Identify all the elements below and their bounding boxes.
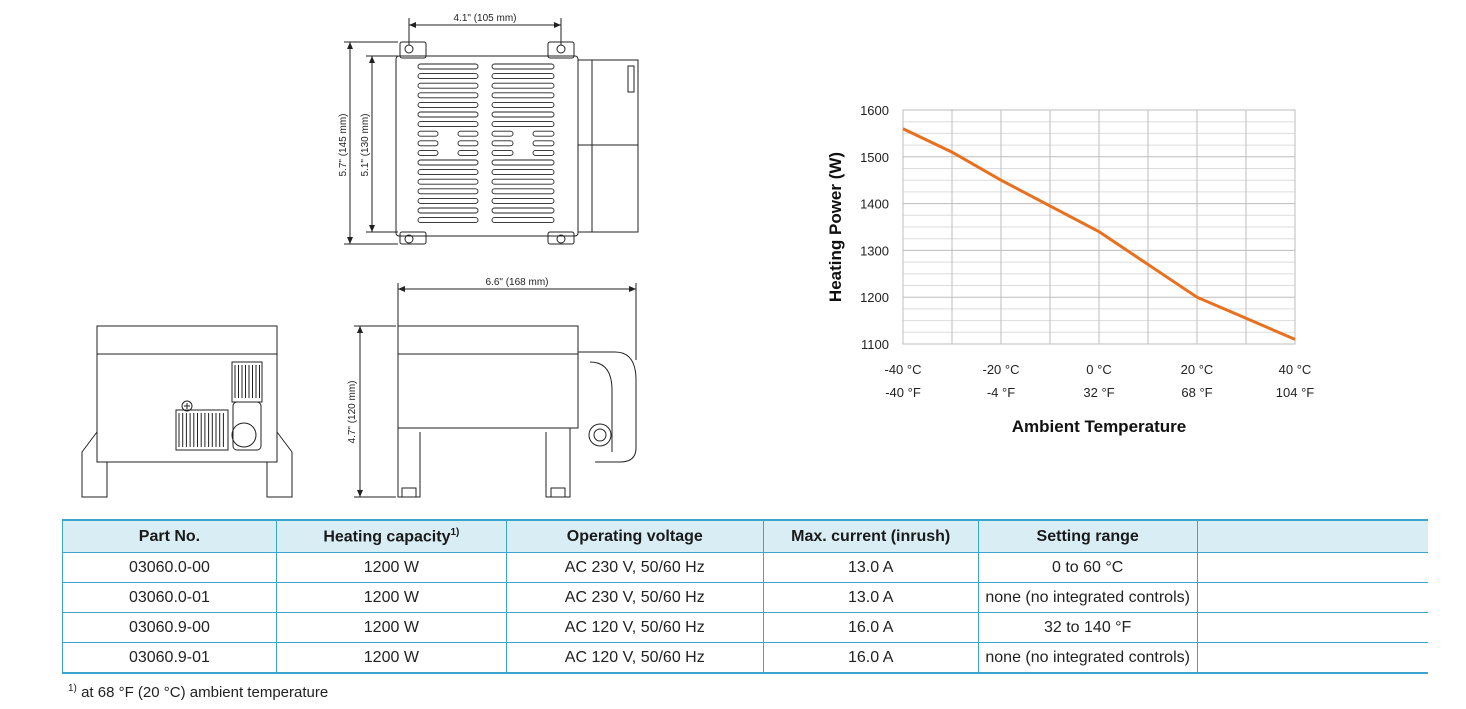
- cell-heating-capacity: 1200 W: [275, 612, 507, 643]
- cell-heating-capacity: 1200 W: [275, 582, 507, 613]
- x-tick-label-fahrenheit: 104 °F: [1276, 385, 1315, 400]
- x-tick-label-fahrenheit: -40 °F: [885, 385, 921, 400]
- table-row: 03060.0-00 1200 W AC 230 V, 50/60 Hz 13.…: [62, 552, 1428, 583]
- y-tick-label: 1300: [860, 243, 889, 258]
- cell-max-current: 13.0 A: [762, 582, 979, 613]
- dim-height-outer-label: 5.7" (145 mm): [338, 113, 349, 176]
- cell-empty: [1196, 582, 1428, 613]
- dim-width-label: 4.1" (105 mm): [453, 13, 516, 24]
- header-operating-voltage: Operating voltage: [505, 519, 764, 553]
- header-heating-capacity: Heating capacity1): [275, 519, 507, 553]
- x-tick-label-celsius: 40 °C: [1279, 362, 1312, 377]
- dim-height-side-label: 4.7" (120 mm): [347, 380, 358, 443]
- table-header-row: Part No. Heating capacity1) Operating vo…: [62, 519, 1428, 553]
- cell-part-no: 03060.0-00: [62, 552, 277, 583]
- header-empty: [1196, 519, 1428, 553]
- x-axis-label: Ambient Temperature: [1012, 417, 1186, 436]
- x-tick-label-fahrenheit: 32 °F: [1083, 385, 1114, 400]
- y-tick-label: 1500: [860, 150, 889, 165]
- cell-setting-range: 0 to 60 °C: [977, 552, 1198, 583]
- x-tick-label-fahrenheit: -4 °F: [987, 385, 1015, 400]
- x-tick-label-celsius: 20 °C: [1181, 362, 1214, 377]
- x-tick-label-celsius: 0 °C: [1086, 362, 1111, 377]
- y-tick-label: 1600: [860, 103, 889, 118]
- cell-setting-range: 32 to 140 °F: [977, 612, 1198, 643]
- cell-setting-range: none (no integrated controls): [977, 582, 1198, 613]
- cell-part-no: 03060.0-01: [62, 582, 277, 613]
- dim-length-label: 6.6" (168 mm): [485, 277, 548, 288]
- cell-operating-voltage: AC 230 V, 50/60 Hz: [505, 552, 764, 583]
- footnote-mark: 1): [68, 683, 77, 694]
- cell-empty: [1196, 552, 1428, 583]
- end-view-drawing: [81, 325, 293, 498]
- table-row: 03060.9-00 1200 W AC 120 V, 50/60 Hz 16.…: [62, 612, 1428, 643]
- cell-empty: [1196, 642, 1428, 674]
- table-row: 03060.0-01 1200 W AC 230 V, 50/60 Hz 13.…: [62, 582, 1428, 613]
- y-axis-label: Heating Power (W): [826, 152, 845, 302]
- footnote-text: at 68 °F (20 °C) ambient temperature: [81, 684, 329, 701]
- front-view-drawing: [344, 18, 639, 245]
- cell-operating-voltage: AC 120 V, 50/60 Hz: [505, 642, 764, 674]
- cell-part-no: 03060.9-01: [62, 642, 277, 674]
- spec-table: Part No. Heating capacity1) Operating vo…: [62, 519, 1428, 674]
- y-tick-label: 1100: [861, 337, 889, 352]
- x-tick-label-fahrenheit: 68 °F: [1181, 385, 1212, 400]
- cell-heating-capacity: 1200 W: [275, 552, 507, 583]
- cell-empty: [1196, 612, 1428, 643]
- cell-max-current: 16.0 A: [762, 612, 979, 643]
- cell-operating-voltage: AC 230 V, 50/60 Hz: [505, 582, 764, 613]
- cell-heating-capacity: 1200 W: [275, 642, 507, 674]
- header-setting-range: Setting range: [977, 519, 1198, 553]
- x-tick-label-celsius: -20 °C: [983, 362, 1020, 377]
- table-row: 03060.9-01 1200 W AC 120 V, 50/60 Hz 16.…: [62, 642, 1428, 674]
- footnote-marker: 1): [450, 526, 460, 538]
- cell-operating-voltage: AC 120 V, 50/60 Hz: [505, 612, 764, 643]
- heating-power-chart: 1600 1500 1400 1300 1200 1100 -40 °C -40 °F -20…: [815, 90, 1355, 450]
- series-line: [902, 127, 1296, 341]
- cell-setting-range: none (no integrated controls): [977, 642, 1198, 674]
- y-tick-label: 1400: [860, 197, 889, 212]
- header-max-current: Max. current (inrush): [762, 519, 979, 553]
- cell-max-current: 13.0 A: [762, 552, 979, 583]
- side-view-drawing: [354, 283, 637, 498]
- cell-max-current: 16.0 A: [762, 642, 979, 674]
- cell-part-no: 03060.9-00: [62, 612, 277, 643]
- end-vents: [178, 365, 260, 447]
- technical-drawings: 4.1" (105 mm) 5.7" (145 mm) 5.1" (130 mm…: [81, 13, 639, 498]
- x-tick-label-celsius: -40 °C: [885, 362, 922, 377]
- dim-height-inner-label: 5.1" (130 mm): [360, 113, 371, 176]
- y-tick-label: 1200: [860, 290, 889, 305]
- vent-grille: [417, 63, 555, 224]
- chart-svg: 1600 1500 1400 1300 1200 1100 -40 °C -40 °F -20…: [826, 103, 1315, 436]
- footnote: 1) at 68 °F (20 °C) ambient temperature: [68, 683, 328, 701]
- header-part-no: Part No.: [62, 519, 277, 553]
